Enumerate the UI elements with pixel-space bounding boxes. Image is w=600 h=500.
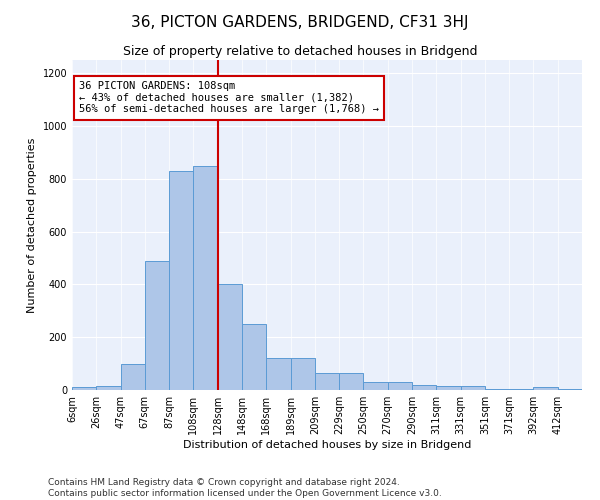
Text: 36, PICTON GARDENS, BRIDGEND, CF31 3HJ: 36, PICTON GARDENS, BRIDGEND, CF31 3HJ [131,15,469,30]
Bar [485,388,509,390]
Bar [461,386,485,390]
Bar [315,373,339,390]
Bar [558,388,582,390]
Bar [509,388,533,390]
Bar [290,358,315,390]
Bar [218,284,242,390]
Bar [96,386,121,390]
Bar [533,388,558,390]
Bar [169,171,193,390]
Bar [412,384,436,390]
Bar [339,373,364,390]
Bar [121,364,145,390]
Text: Contains HM Land Registry data © Crown copyright and database right 2024.
Contai: Contains HM Land Registry data © Crown c… [48,478,442,498]
Bar [145,260,169,390]
Bar [266,358,290,390]
Bar [364,382,388,390]
Text: 36 PICTON GARDENS: 108sqm
← 43% of detached houses are smaller (1,382)
56% of se: 36 PICTON GARDENS: 108sqm ← 43% of detac… [79,81,379,114]
Bar [193,166,218,390]
Y-axis label: Number of detached properties: Number of detached properties [27,138,37,312]
Bar [436,386,461,390]
Bar [242,324,266,390]
X-axis label: Distribution of detached houses by size in Bridgend: Distribution of detached houses by size … [183,440,471,450]
Text: Size of property relative to detached houses in Bridgend: Size of property relative to detached ho… [123,45,477,58]
Bar [388,382,412,390]
Bar [72,388,96,390]
